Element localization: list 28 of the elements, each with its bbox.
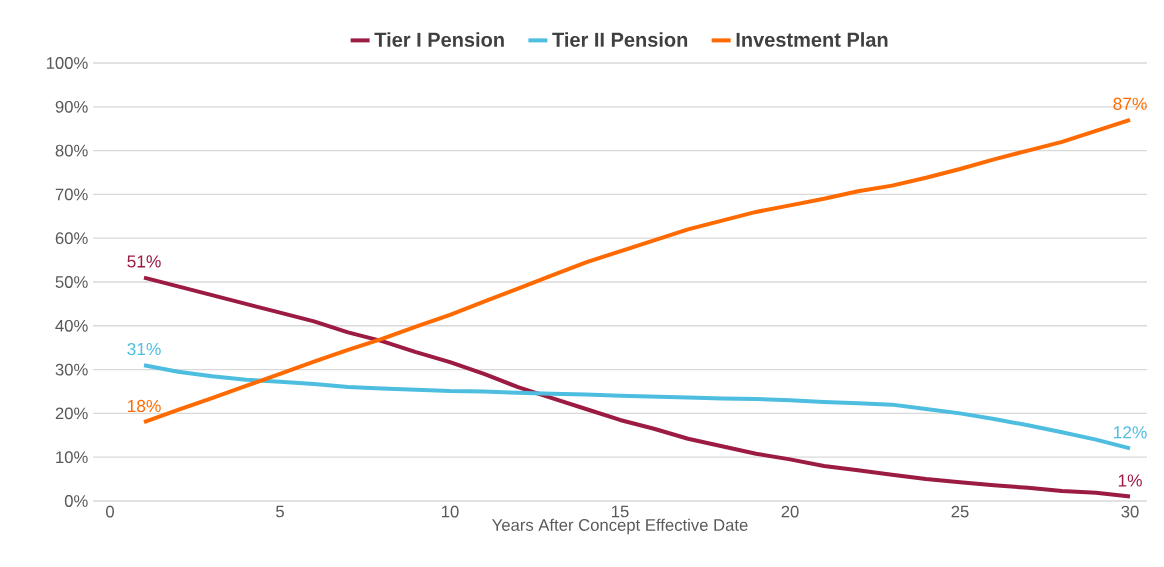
data-label: 31% [127, 342, 161, 356]
y-tick-label: 80% [55, 144, 88, 157]
legend-label: Tier I Pension [374, 32, 504, 47]
data-label: 18% [127, 399, 161, 413]
x-tick-label: 0 [106, 505, 114, 518]
y-tick-label: 10% [56, 451, 88, 464]
legend-label: Tier II Pension [552, 32, 688, 47]
y-tick-label: 20% [55, 407, 88, 420]
data-label: 87% [1113, 97, 1147, 110]
x-tick-label: 10 [442, 505, 459, 518]
x-tick-label: 25 [951, 505, 969, 518]
x-tick-label: 5 [276, 505, 284, 518]
data-label: 12% [1113, 426, 1147, 439]
data-label: 1% [1118, 474, 1142, 487]
y-tick-label: 100% [46, 57, 88, 69]
y-tick-label: 0% [64, 495, 88, 507]
y-tick-label: 40% [55, 319, 88, 332]
x-tick-label: 30 [1121, 505, 1139, 518]
y-tick-label: 90% [55, 100, 88, 113]
y-tick-label: 60% [55, 232, 88, 245]
x-tick-label: 15 [612, 505, 629, 518]
y-tick-label: 50% [55, 276, 88, 288]
x-axis-title: Years After Concept Effective Date [492, 518, 748, 535]
y-tick-label: 30% [55, 363, 88, 376]
data-label: 51% [127, 255, 161, 268]
y-tick-label: 70% [55, 188, 88, 201]
legend-label: Investment Plan [736, 32, 888, 47]
x-tick-label: 20 [781, 505, 799, 518]
